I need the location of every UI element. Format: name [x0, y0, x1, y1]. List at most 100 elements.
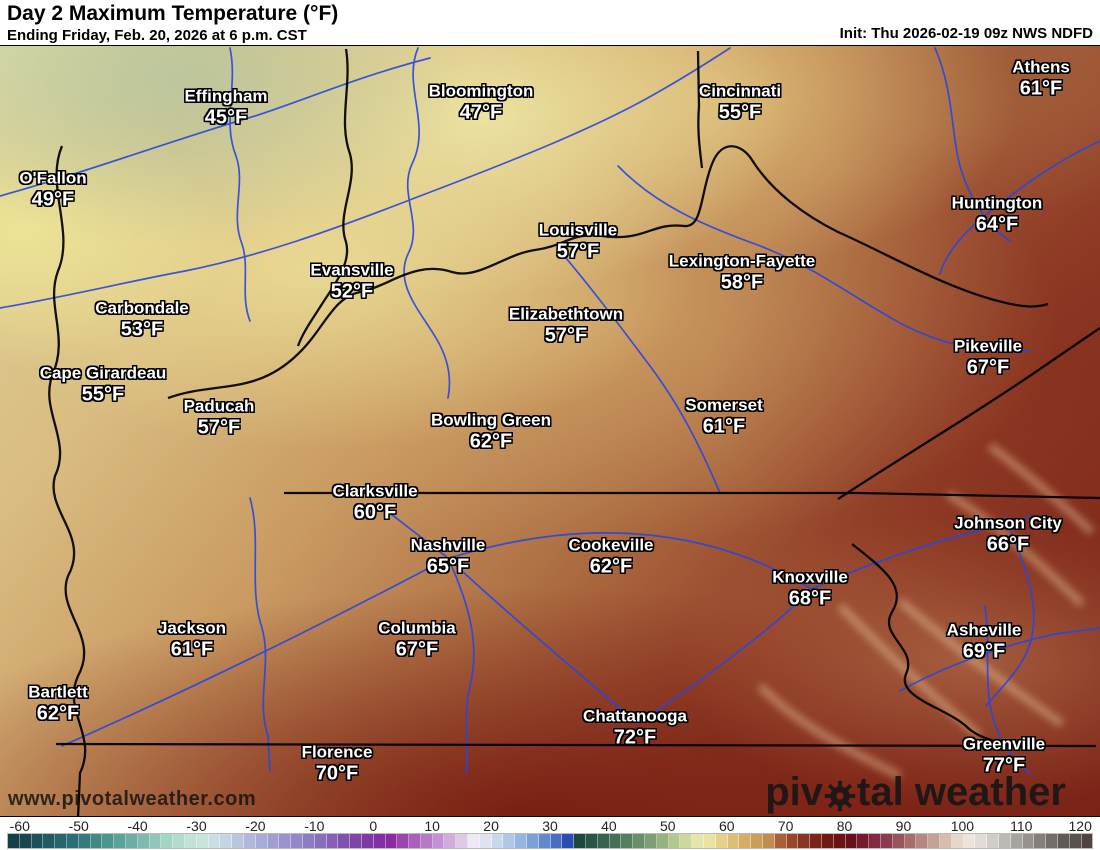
- colorbar-segment: [279, 834, 292, 848]
- colorbar-segment: [456, 834, 469, 848]
- colorbar-segment: [538, 834, 551, 848]
- map-overlay-graphics: [0, 47, 1100, 818]
- city-temp-value: 57°F: [197, 416, 241, 439]
- city-temp-value: 62°F: [589, 555, 633, 578]
- colorbar-segment: [444, 834, 457, 848]
- colorbar-segment: [574, 834, 587, 848]
- city-temp-value: 69°F: [962, 640, 1006, 663]
- city-name: Bartlett: [28, 682, 88, 702]
- colorbar-segment: [232, 834, 244, 848]
- city-label: Asheville 69°F: [946, 620, 1022, 663]
- colorbar-segment: [125, 834, 138, 848]
- colorbar-tick-label: -20: [245, 818, 266, 834]
- city-temp-value: 70°F: [315, 762, 359, 785]
- city-label: Carbondale 53°F: [95, 299, 189, 341]
- city-label: Jackson 61°F: [158, 619, 226, 661]
- colorbar-segment: [432, 834, 445, 848]
- colorbar-segment: [267, 834, 280, 848]
- colorbar-segment: [326, 834, 339, 848]
- colorbar-tick-label: 110: [1010, 818, 1033, 834]
- city-temp-value: 52°F: [330, 280, 374, 303]
- colorbar-segment: [302, 834, 315, 848]
- city-name: Greenville: [962, 734, 1046, 754]
- rivers-and-roads: [0, 47, 1100, 774]
- colorbar-segment: [243, 834, 256, 848]
- city-name: Columbia: [378, 618, 456, 638]
- colorbar-footer: -60 -50 -40 -30 -20 -10 0 10 20 30 40 50 60 70 80 90 100…: [0, 817, 1100, 850]
- colorbar-segment: [220, 834, 233, 848]
- city-temp-value: 72°F: [613, 726, 657, 749]
- city-name: Asheville: [946, 620, 1022, 640]
- city-label: Evansville 52°F: [310, 261, 393, 303]
- valid-time-label: Ending Friday, Feb. 20, 2026 at 6 p.m. C…: [7, 27, 307, 44]
- colorbar-segment: [609, 834, 622, 848]
- colorbar-segment: [255, 834, 268, 848]
- city-temp-value: 61°F: [1019, 77, 1063, 100]
- colorbar-tick-label: 80: [836, 818, 853, 834]
- colorbar-segment: [515, 834, 528, 848]
- mountain-ridges: [757, 442, 1095, 780]
- colorbar-segment: [597, 834, 610, 848]
- colorbar-segment: [102, 834, 115, 848]
- colorbar-segment: [810, 834, 822, 848]
- city-name: Bloomington: [428, 81, 534, 101]
- city-name: Pikeville: [953, 336, 1023, 356]
- city-label: Greenville 77°F: [962, 734, 1046, 776]
- colorbar-segment: [916, 834, 929, 848]
- colorbar-segment: [633, 834, 646, 848]
- city-temp-value: 57°F: [556, 240, 600, 263]
- watermark: www.pivotalweather.com: [8, 788, 257, 810]
- city-name: Knoxville: [772, 567, 848, 587]
- colorbar-segment: [1069, 834, 1082, 848]
- colorbar-segment: [951, 834, 964, 848]
- colorbar-tick-label: -40: [127, 818, 148, 834]
- page-title: Day 2 Maximum Temperature (°F): [7, 2, 339, 25]
- colorbar-tick-label: 40: [601, 818, 617, 834]
- city-label: Bowling Green 62°F: [431, 410, 551, 452]
- city-temp-value: 62°F: [36, 702, 80, 725]
- colorbar-segment: [527, 834, 539, 848]
- colorbar-segment: [90, 834, 103, 848]
- city-label: Elizabethtown 57°F: [509, 305, 623, 346]
- city-temp-value: 68°F: [788, 587, 832, 610]
- colorbar-segment: [338, 834, 351, 848]
- colorbar-segment: [1046, 834, 1058, 848]
- city-label: Athens 61°F: [1012, 58, 1070, 100]
- colorbar-segment: [1022, 834, 1035, 848]
- colorbar-segment: [798, 834, 811, 848]
- city-label: Lexington-Fayette 58°F: [669, 252, 815, 293]
- colorbar-segment: [8, 834, 20, 848]
- city-name: Cape Girardeau: [39, 363, 167, 383]
- city-name: Cookeville: [568, 535, 654, 555]
- colorbar-tick-label: 90: [895, 818, 912, 834]
- colorbar-tick-label: 60: [718, 818, 735, 834]
- temperature-map: Effingham 45°F O'Fallon 49°F Bloomington 47°F…: [0, 45, 1100, 818]
- logo-text-left: piv: [765, 770, 824, 814]
- city-label: Johnson City 66°F: [954, 514, 1062, 556]
- colorbar-segment: [1010, 834, 1023, 848]
- colorbar-segment: [586, 834, 598, 848]
- city-label: Huntington 64°F: [952, 194, 1043, 235]
- gear-icon: [824, 780, 856, 811]
- colorbar-tick-label: 100: [950, 818, 975, 834]
- colorbar-segment: [680, 834, 693, 848]
- city-temp-value: 66°F: [986, 533, 1030, 556]
- city-temp-value: 45°F: [204, 106, 248, 129]
- colorbar-tick-label: 20: [483, 818, 499, 834]
- colorbar-segment: [19, 834, 32, 848]
- city-label: Somerset 61°F: [685, 396, 762, 437]
- header: Day 2 Maximum Temperature (°F) Ending Fr…: [0, 0, 1100, 45]
- colorbar-segment: [350, 834, 362, 848]
- city-temp-value: 61°F: [170, 638, 214, 661]
- city-temp-value: 53°F: [120, 318, 164, 341]
- colorbar-segment: [939, 834, 952, 848]
- colorbar-segment: [149, 834, 162, 848]
- colorbar-segment: [208, 834, 221, 848]
- colorbar-segment: [196, 834, 209, 848]
- city-label: Chattanooga 72°F: [583, 707, 687, 749]
- colorbar-segment: [373, 834, 386, 848]
- city-name: Bowling Green: [431, 410, 551, 430]
- colorbar-segment: [963, 834, 976, 848]
- city-name: Effingham: [184, 86, 268, 106]
- colorbar-tick-label: 50: [660, 818, 676, 834]
